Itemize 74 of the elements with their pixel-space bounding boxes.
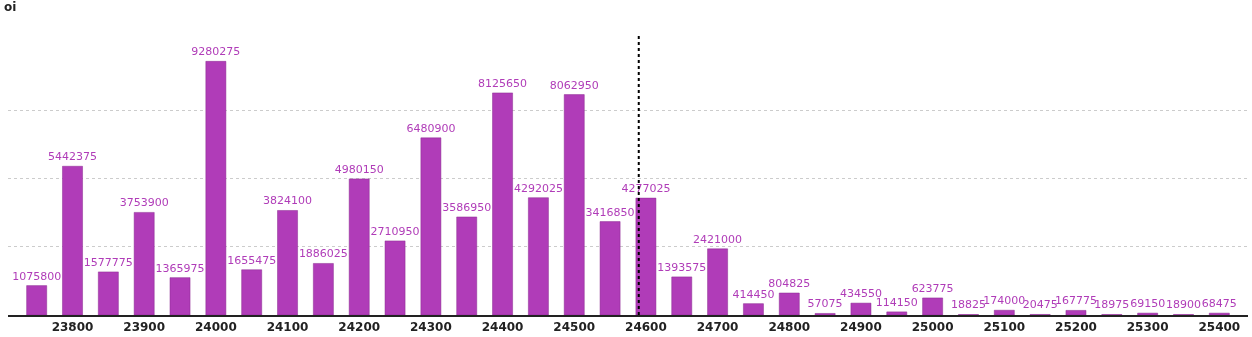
data-label: 3416850	[585, 205, 635, 219]
data-label: 6480900	[406, 121, 456, 135]
bar	[850, 302, 872, 315]
data-label: 3586950	[442, 200, 492, 214]
x-tick-label: 25000	[911, 320, 954, 335]
x-tick-label: 24200	[338, 320, 381, 335]
x-tick-label: 25200	[1055, 320, 1097, 335]
data-label: 2710950	[370, 224, 420, 238]
x-tick-label: 23800	[51, 320, 94, 335]
x-tick-label: 24700	[696, 320, 739, 335]
x-tick-label: 24500	[553, 320, 596, 335]
bar	[456, 216, 478, 315]
x-tick-label: 24800	[768, 320, 811, 335]
data-label: 414450	[732, 287, 775, 301]
data-label: 8125650	[478, 76, 528, 90]
data-label: 9280275	[191, 45, 241, 59]
bar	[743, 303, 764, 315]
bar	[348, 178, 370, 315]
data-label: 1365975	[155, 261, 205, 275]
bar	[62, 166, 83, 315]
bar	[492, 92, 513, 315]
bar	[205, 61, 227, 315]
data-label: 4292025	[513, 181, 563, 195]
data-label: 18825	[950, 298, 986, 312]
data-label: 18975	[1094, 298, 1130, 312]
x-tick-label: 24900	[840, 320, 882, 335]
data-label: 4277025	[621, 182, 671, 196]
data-label: 57075	[807, 297, 843, 311]
bar	[528, 197, 549, 315]
bar	[384, 240, 406, 315]
y-axis-title: oi	[4, 0, 17, 14]
data-label: 18900	[1165, 298, 1201, 312]
bar	[922, 297, 943, 315]
data-label: 4980150	[334, 162, 384, 176]
x-tick-label: 24400	[481, 320, 524, 335]
data-label: 1886025	[298, 247, 348, 261]
data-label: 1577775	[83, 255, 133, 269]
x-tick-label: 25300	[1126, 320, 1169, 335]
bar	[277, 210, 298, 315]
x-tick-label: 25100	[983, 320, 1026, 335]
data-label: 5442375	[48, 150, 97, 164]
x-tick-label: 23900	[123, 320, 166, 335]
data-label: 804825	[768, 277, 811, 290]
data-label: 68475	[1201, 297, 1237, 311]
data-label: 3753900	[119, 196, 169, 210]
data-label: 1655475	[227, 253, 277, 267]
bar	[778, 292, 800, 315]
bar	[563, 94, 585, 315]
bar	[994, 309, 1015, 315]
x-tick-label: 24000	[194, 320, 237, 335]
data-label: 69150	[1130, 297, 1166, 311]
bar	[420, 137, 442, 315]
x-tick-label: 24600	[625, 320, 667, 335]
bar	[707, 248, 728, 315]
data-label: 623775	[911, 281, 954, 295]
bar	[313, 263, 334, 315]
data-label: 1075800	[12, 269, 62, 283]
data-label: 1393575	[657, 260, 707, 274]
x-tick-label: 24100	[266, 320, 309, 335]
bar	[169, 277, 191, 315]
data-label: 8062950	[549, 78, 599, 92]
bar	[133, 212, 155, 315]
bar	[241, 269, 262, 315]
bar	[886, 311, 908, 315]
bar	[26, 285, 47, 315]
data-label: 3824100	[263, 194, 313, 208]
x-tick-label: 24300	[410, 320, 452, 335]
bar	[98, 271, 119, 315]
bar	[635, 197, 657, 315]
bar	[1065, 310, 1087, 315]
bar	[599, 221, 621, 315]
data-label: 2421000	[693, 232, 743, 246]
bar	[671, 276, 693, 315]
x-tick-label: 25400	[1198, 320, 1241, 335]
